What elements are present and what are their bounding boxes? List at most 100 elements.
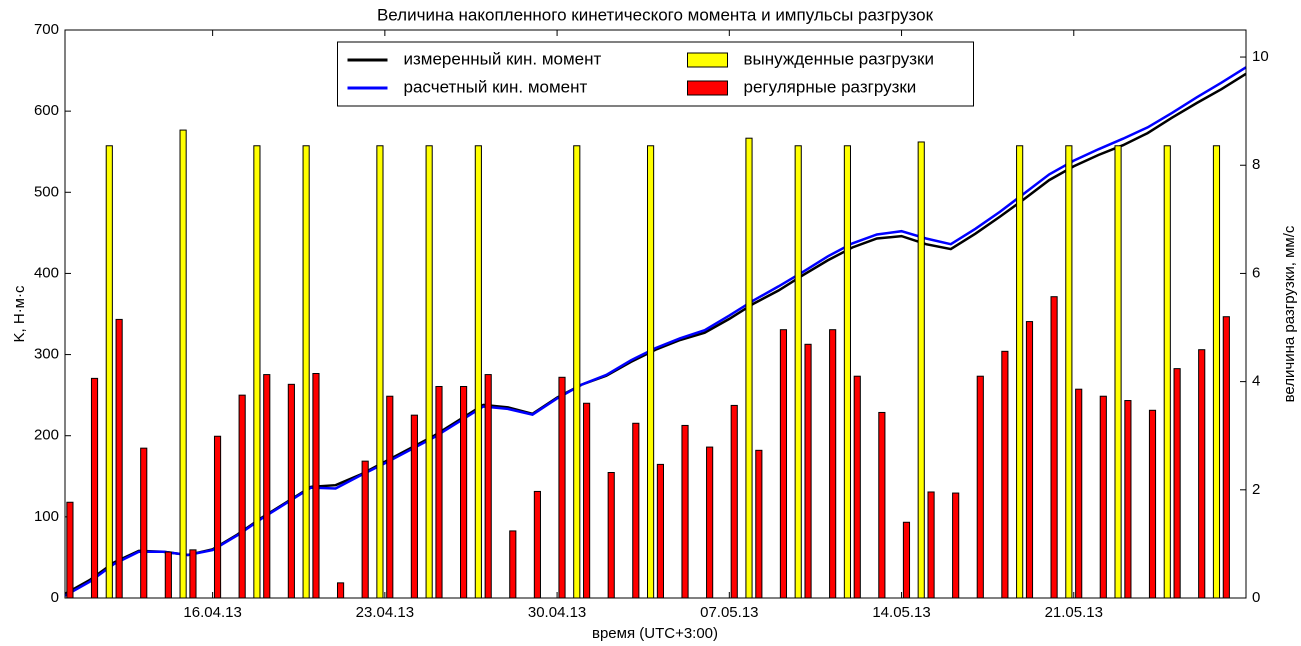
bar	[583, 402, 591, 599]
bar	[1075, 388, 1083, 599]
bar	[238, 394, 246, 599]
y-tick-label: 400	[34, 264, 59, 281]
bar	[681, 424, 689, 599]
bar	[794, 145, 802, 599]
y-tick-label: 600	[34, 102, 59, 119]
bar	[460, 385, 468, 599]
bar	[1163, 145, 1171, 599]
bar	[647, 145, 655, 599]
y2-tick-label: 0	[1252, 589, 1260, 606]
bar	[312, 373, 320, 599]
y-tick-label: 300	[34, 346, 59, 363]
bar	[213, 435, 222, 599]
bar	[336, 582, 345, 599]
y-tick-label: 200	[34, 427, 59, 444]
bar	[302, 145, 310, 599]
x-tick-label: 23.04.13	[356, 604, 414, 621]
bar	[410, 414, 418, 599]
bar	[484, 374, 492, 599]
legend-swatch	[687, 80, 728, 96]
bar	[1124, 400, 1132, 599]
bar	[1050, 296, 1058, 599]
bar	[1148, 409, 1157, 599]
y2-axis-label: величина разгрузки, мм/с	[1281, 225, 1298, 402]
bar	[376, 145, 384, 599]
bar	[558, 376, 566, 599]
bar	[902, 521, 911, 599]
bar	[1016, 145, 1024, 599]
bar	[632, 422, 640, 599]
bar	[976, 375, 984, 599]
bar	[779, 329, 788, 599]
y-axis-label: K, Н·м·с	[11, 285, 28, 342]
bar	[179, 129, 187, 599]
bar	[164, 551, 172, 599]
legend-label: вынужденные разгрузки	[744, 49, 934, 68]
bar	[1198, 349, 1206, 599]
y-tick-label: 100	[34, 508, 59, 525]
bar	[1099, 395, 1107, 599]
plot-frame	[64, 29, 1247, 599]
legend-label: регулярные разгрузки	[744, 77, 917, 96]
bar	[1001, 350, 1009, 599]
bar	[189, 549, 197, 599]
bar	[105, 145, 113, 599]
bar	[573, 145, 581, 599]
y2-tick-label: 8	[1252, 156, 1260, 173]
bar	[1222, 316, 1230, 599]
y-tick-label: 500	[34, 183, 59, 200]
bar	[425, 145, 433, 599]
bar	[435, 385, 443, 599]
y-tick-label: 700	[34, 21, 59, 38]
bar	[509, 530, 517, 599]
bar	[952, 492, 960, 599]
bar	[1212, 145, 1221, 599]
line	[64, 66, 1247, 597]
bar	[706, 446, 714, 599]
bar	[1114, 145, 1122, 599]
bar	[1173, 368, 1181, 599]
bar	[140, 447, 148, 599]
bar	[755, 449, 763, 599]
x-axis-label: время (UTC+3:00)	[592, 625, 718, 642]
bar	[263, 374, 271, 599]
y2-tick-label: 2	[1252, 481, 1260, 498]
legend-label: измеренный кин. момент	[404, 49, 602, 68]
x-tick-label: 16.04.13	[183, 604, 241, 621]
y2-tick-label: 10	[1252, 48, 1269, 65]
legend-box	[337, 41, 974, 107]
y-tick-label: 0	[51, 589, 59, 606]
x-tick-label: 21.05.13	[1045, 604, 1103, 621]
legend-label: расчетный кин. момент	[404, 77, 588, 96]
y2-tick-label: 4	[1252, 373, 1260, 390]
bar	[90, 377, 99, 599]
bar	[804, 343, 812, 599]
bar	[745, 137, 753, 599]
bar	[843, 145, 851, 599]
legend-swatch	[687, 52, 728, 68]
bar	[66, 501, 74, 599]
bar	[253, 145, 261, 599]
bar	[533, 490, 541, 599]
bar	[829, 329, 837, 599]
bar	[656, 463, 664, 599]
bar	[1025, 321, 1034, 599]
bar	[878, 411, 886, 599]
bar	[1065, 145, 1073, 599]
x-tick-label: 30.04.13	[528, 604, 586, 621]
bar	[917, 141, 925, 599]
bar	[361, 460, 369, 599]
chart-title: Величина накопленного кинетического моме…	[377, 5, 934, 24]
bar	[115, 318, 123, 599]
bar	[386, 395, 394, 599]
y2-tick-label: 6	[1252, 264, 1260, 281]
x-tick-label: 14.05.13	[872, 604, 930, 621]
bar	[607, 471, 615, 599]
bar	[474, 145, 482, 599]
bar	[730, 404, 738, 599]
bar	[927, 491, 935, 599]
bar	[287, 383, 295, 599]
bar	[853, 375, 861, 599]
